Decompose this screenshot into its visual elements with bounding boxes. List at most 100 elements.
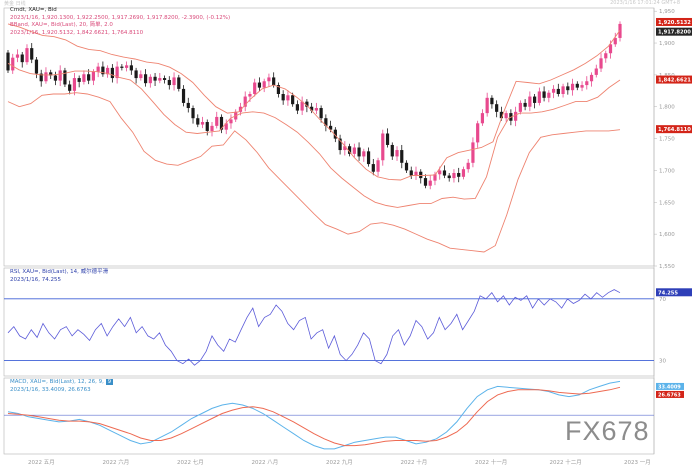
candle-body [604, 53, 608, 59]
candle-body [257, 82, 262, 88]
candle-body [305, 101, 309, 107]
price-axis-label: 1,900 [659, 41, 675, 47]
bband-lower-line [7, 92, 621, 253]
bband-lower-tag: 1,764.8110 [658, 127, 691, 133]
candle-body [39, 73, 43, 82]
candle-body [34, 59, 39, 74]
current-price-tag: 1,917.8200 [658, 30, 691, 36]
candle-body [599, 58, 603, 69]
bband-upper-tag-bg [656, 17, 692, 26]
macd-panel[interactable] [4, 380, 654, 450]
price-axis-label: 1,750 [659, 137, 675, 143]
candle-body [6, 52, 10, 71]
macd-line [7, 380, 621, 450]
candle-body [82, 74, 86, 82]
candle-body [205, 122, 209, 131]
candle-body [229, 119, 233, 124]
legend-macd-badge: 9 [105, 379, 114, 385]
candle-body [191, 108, 195, 119]
candle-body [162, 78, 167, 80]
candle-body [58, 70, 62, 81]
candle-body [419, 171, 423, 179]
x-axis-month-label: 2022 六月 [103, 458, 130, 466]
candle-body [172, 77, 176, 86]
candle-body [248, 94, 252, 97]
candle-body [177, 77, 181, 89]
x-axis-month-label: 2022 十二月 [550, 458, 582, 466]
candle-body [253, 82, 257, 94]
current-price-tag-bg [656, 27, 692, 36]
value-tags: 1,917.8200 1,920.5132 1,842.6621 1,764.8110… [656, 17, 692, 398]
candle-body [224, 123, 228, 130]
candle-body [371, 164, 375, 172]
legend-bband: BBand, XAU=, Bid(Last), 20, 简单, 2.0 [10, 22, 113, 28]
candle-body [300, 101, 304, 111]
candle-body [238, 106, 243, 112]
candle-body [72, 78, 77, 91]
candle-body [400, 150, 404, 163]
candle-body [63, 70, 67, 85]
candle-body [295, 104, 299, 111]
candle-body [338, 138, 342, 151]
candle-body [215, 116, 219, 126]
candle-body [409, 170, 413, 176]
candle-body [343, 146, 347, 151]
x-axis: 2022 五月 2022 六月 2022 七月 2022 八月 2022 九月 2022 … [28, 458, 651, 466]
candle-body [11, 57, 15, 71]
candle-body [110, 67, 114, 79]
candle-body [528, 96, 532, 107]
candle-body [53, 75, 58, 81]
candle-body [158, 78, 162, 81]
candle-body [476, 123, 480, 143]
candle-body [376, 160, 380, 172]
legend-rsi-value: 2023/1/16, 74.255 [10, 276, 61, 283]
candle-body [428, 180, 432, 186]
candle-body [186, 102, 190, 109]
macd-value-tag: 33.4009 [658, 384, 681, 390]
candle-body [357, 147, 361, 157]
legend-macd-values: 2023/1/16, 33.4009, 26.6763 [10, 386, 91, 393]
panel-border-0 [3, 7, 655, 267]
macd-legend: MACD, XAU=, Bid(Last), 12, 26, 9, 9 2023… [10, 379, 114, 394]
rsi-panel[interactable]: 70 30 [4, 289, 666, 366]
candle-body [291, 95, 295, 105]
candle-body [20, 54, 24, 63]
candle-body [167, 79, 171, 86]
candle-body [390, 144, 394, 157]
legend-bband-values: 2023/1/16, 1,920.5132, 1,842.6621, 1,764… [10, 29, 144, 36]
candle-body [352, 147, 356, 154]
timestamp: 2023/1/16 17:01:24 GMT+8 [610, 0, 680, 6]
rsi-value-tag: 74.255 [658, 290, 678, 296]
rsi-axis-label: 30 [659, 359, 666, 365]
candle-body [561, 86, 565, 94]
x-axis-month-label: 2022 七月 [177, 458, 204, 466]
panel-frames [3, 7, 655, 455]
candle-body [267, 77, 271, 82]
x-axis-month-label: 2023 一月 [624, 459, 651, 466]
candle-body [347, 146, 352, 154]
bband-middle-tag: 1,842.6621 [658, 78, 691, 84]
candle-body [580, 85, 584, 88]
candle-body [438, 170, 442, 175]
candle-body [333, 129, 337, 139]
candle-body [276, 85, 281, 94]
candle-body [366, 151, 371, 165]
candle-body [433, 174, 437, 181]
candle-body [594, 68, 598, 75]
candle-body [153, 76, 157, 81]
candle-body [139, 74, 143, 79]
candle-body [243, 96, 247, 107]
candle-body [537, 91, 541, 103]
candle-body [551, 88, 556, 93]
candle-body [319, 108, 323, 119]
candle-body [106, 67, 110, 75]
candle-body [210, 125, 214, 131]
panel-border-1 [3, 267, 655, 377]
candle-body [566, 86, 570, 91]
price-panel[interactable]: 1,9501,9001,8501,8001,7501,7001,6501,600… [6, 9, 675, 270]
rsi-legend: RSI, XAU=, Bid(Last), 14, 威尔德平滑 2023/1/1… [10, 269, 108, 284]
candle-body [200, 122, 205, 125]
price-axis-label: 1,550 [659, 264, 675, 270]
